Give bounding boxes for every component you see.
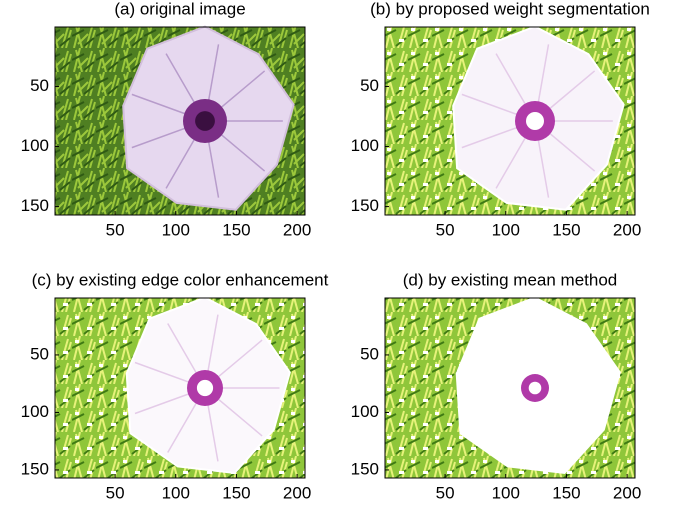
y-tick-label: 100 xyxy=(21,402,49,421)
y-tick-label: 150 xyxy=(351,459,379,478)
x-tick-label: 200 xyxy=(613,483,641,502)
x-tick-label: 200 xyxy=(283,220,311,239)
y-tick-label: 100 xyxy=(351,402,379,421)
axes-box xyxy=(384,297,636,479)
y-tick-label: 50 xyxy=(360,76,379,95)
y-tick-label: 100 xyxy=(21,136,49,155)
flower-eye xyxy=(528,381,542,395)
y-tick-label: 150 xyxy=(21,196,49,215)
y-tick-label: 50 xyxy=(30,344,49,363)
x-tick-label: 100 xyxy=(162,483,190,502)
x-tick-label: 50 xyxy=(436,220,455,239)
panel-title: (a) original image xyxy=(114,0,245,18)
y-tick-label: 50 xyxy=(360,344,379,363)
x-tick-label: 200 xyxy=(283,483,311,502)
x-tick-label: 50 xyxy=(436,483,455,502)
y-tick-label: 50 xyxy=(30,76,49,95)
image xyxy=(54,25,306,216)
axes-box xyxy=(54,297,306,479)
panel-title: (c) by existing edge color enhancement xyxy=(32,270,329,289)
y-tick-label: 150 xyxy=(351,196,379,215)
x-tick-label: 150 xyxy=(222,483,250,502)
x-tick-label: 150 xyxy=(552,483,580,502)
y-tick-label: 100 xyxy=(351,136,379,155)
image xyxy=(384,25,636,216)
x-tick-label: 150 xyxy=(222,220,250,239)
x-tick-label: 200 xyxy=(613,220,641,239)
panel-title: (b) by proposed weight segmentation xyxy=(370,0,650,18)
x-tick-label: 100 xyxy=(492,483,520,502)
x-tick-label: 100 xyxy=(162,220,190,239)
y-tick-label: 150 xyxy=(21,459,49,478)
panel-title: (d) by existing mean method xyxy=(403,270,618,289)
flower-eye xyxy=(196,379,214,397)
axes-box xyxy=(54,26,306,216)
axes-box xyxy=(384,26,636,216)
flower-eye xyxy=(195,111,215,131)
image xyxy=(384,296,636,479)
x-tick-label: 50 xyxy=(106,483,125,502)
x-tick-label: 100 xyxy=(492,220,520,239)
image xyxy=(54,296,306,479)
x-tick-label: 50 xyxy=(106,220,125,239)
x-tick-label: 150 xyxy=(552,220,580,239)
flower-eye xyxy=(526,112,544,130)
